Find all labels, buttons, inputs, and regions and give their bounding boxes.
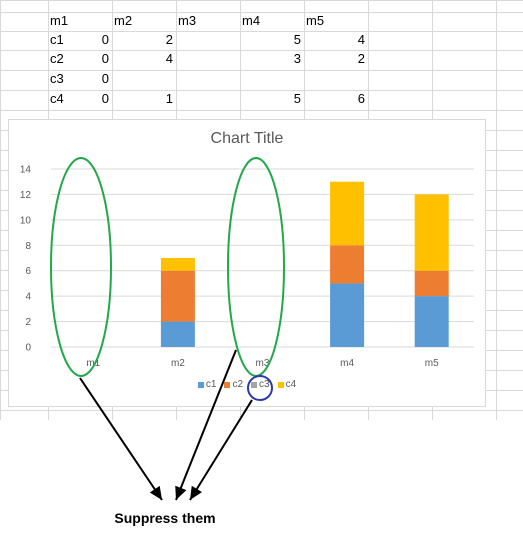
y-tick-label: 0	[25, 343, 31, 354]
legend-item-c2[interactable]: c2	[224, 379, 243, 390]
row-label-cell[interactable]: c4	[50, 91, 64, 106]
y-tick-label: 6	[25, 266, 31, 277]
bar-c2-m2[interactable]	[160, 270, 195, 322]
value-cell[interactable]: 2	[165, 32, 173, 47]
legend-swatch	[251, 381, 257, 388]
legend-swatch	[224, 381, 231, 388]
bar-c4-m4[interactable]	[330, 181, 365, 246]
legend-item-c1[interactable]: c1	[197, 379, 217, 390]
x-tick-label: m5	[425, 358, 439, 369]
y-tick-label: 12	[20, 190, 32, 201]
legend-item-c3[interactable]: c3	[251, 379, 270, 390]
legend-item-c4[interactable]: c4	[277, 379, 297, 390]
stacked-bar-chart[interactable]: 0 2 4 6 8 10 12 14 m1 m2 m3 m4 m5 Chart Title c1 c2 c3…	[8, 119, 486, 407]
column-header-cell[interactable]: m4	[242, 13, 261, 28]
annotation-label: Suppress them	[114, 510, 216, 526]
value-cell[interactable]: 4	[165, 51, 173, 66]
value-cell[interactable]: 0	[101, 32, 109, 47]
y-tick-label: 4	[25, 292, 31, 303]
chart-legend[interactable]: c1 c2 c3 c4	[9, 379, 485, 390]
arrow-from-m1-head	[149, 485, 162, 500]
y-tick-label: 2	[25, 317, 31, 328]
legend-label: c2	[232, 379, 243, 390]
legend-swatch	[197, 381, 204, 388]
y-tick-label: 8	[25, 241, 31, 252]
value-cell[interactable]: 4	[357, 32, 365, 47]
y-tick-label: 14	[20, 165, 32, 176]
bar-c1-m5[interactable]	[414, 296, 449, 347]
row-label-cell[interactable]: c1	[50, 32, 64, 47]
bar-c1-m2[interactable]	[160, 321, 195, 347]
legend-label: c3	[259, 379, 270, 390]
column-header-cell[interactable]: m5	[306, 13, 325, 28]
value-cell[interactable]: 3	[293, 51, 301, 66]
bar-c4-m2[interactable]	[160, 258, 195, 271]
value-cell[interactable]: 6	[357, 91, 365, 106]
column-header-cell[interactable]: m1	[50, 13, 69, 28]
chart-plot-area: 0 2 4 6 8 10 12 14 m1 m2 m3 m4 m5	[20, 165, 474, 369]
legend-label: c1	[205, 379, 217, 390]
value-cell[interactable]: 0	[101, 71, 109, 86]
chart-title[interactable]: Chart Title	[210, 130, 284, 147]
bar-c1-m4[interactable]	[330, 283, 365, 347]
x-tick-label: m3	[256, 358, 270, 369]
column-header-cell[interactable]: m3	[178, 13, 197, 28]
column-header-cell[interactable]: m2	[114, 13, 133, 28]
bar-c2-m5[interactable]	[414, 270, 449, 297]
x-tick-label: m2	[171, 358, 185, 369]
legend-swatch	[277, 381, 284, 388]
legend-label: c4	[285, 379, 297, 390]
y-tick-label: 10	[20, 215, 32, 226]
bar-c2-m4[interactable]	[330, 245, 365, 284]
value-cell[interactable]: 0	[101, 91, 109, 106]
x-tick-label: m1	[86, 358, 100, 369]
bar-c4-m5[interactable]	[414, 194, 449, 271]
value-cell[interactable]: 5	[293, 32, 301, 47]
value-cell[interactable]: 0	[101, 51, 109, 66]
value-cell[interactable]: 2	[357, 51, 365, 66]
row-label-cell[interactable]: c3	[50, 71, 64, 86]
arrow-from-m3-head	[175, 485, 187, 500]
arrow-from-legend-c3-head	[190, 485, 202, 500]
row-label-cell[interactable]: c2	[50, 51, 64, 66]
value-cell[interactable]: 1	[165, 91, 173, 106]
value-cell[interactable]: 5	[293, 91, 301, 106]
x-tick-label: m4	[340, 358, 354, 369]
